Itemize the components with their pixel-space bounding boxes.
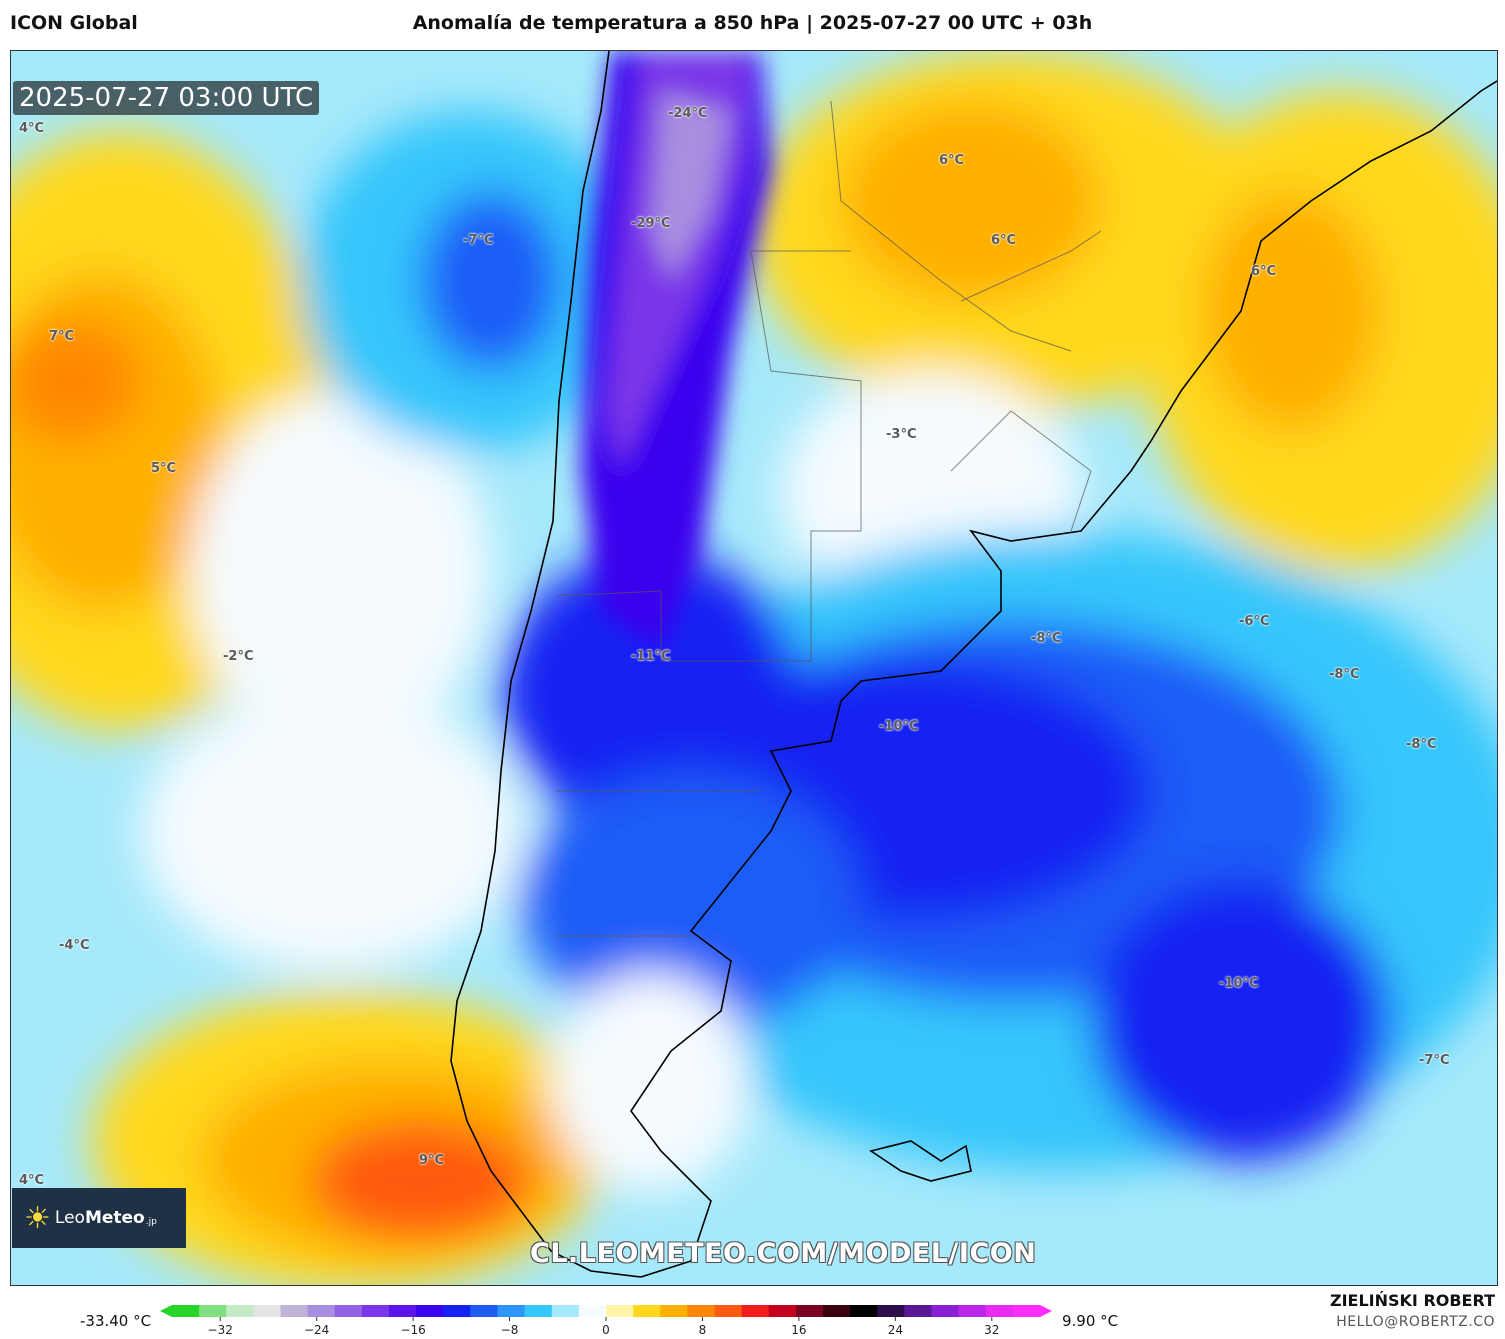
- colorbar-swatch: [768, 1305, 797, 1317]
- temp-label: 6°C: [1251, 264, 1277, 279]
- colorbar-swatch: [850, 1305, 878, 1317]
- temp-label: -7°C: [463, 233, 494, 248]
- colorbar: [160, 1305, 1052, 1321]
- temp-label: -2°C: [223, 649, 254, 664]
- temp-label: -4°C: [59, 938, 90, 953]
- colorbar-swatch: [823, 1305, 851, 1317]
- colorbar-swatch: [172, 1305, 200, 1317]
- temp-label: 6°C: [991, 233, 1017, 248]
- colorbar-min-label: -33.40 °C: [80, 1312, 152, 1330]
- colorbar-swatch: [741, 1305, 770, 1317]
- colorbar-swatch: [877, 1305, 905, 1317]
- temp-label: -11°C: [631, 649, 671, 664]
- logo-text: LeoMeteo: [54, 1208, 145, 1228]
- colorbar-tick-label: −24: [303, 1323, 330, 1337]
- colorbar-swatch: [389, 1305, 417, 1317]
- model-url-watermark: CL.LEOMETEO.COM/MODEL/ICON: [530, 1238, 1037, 1269]
- temp-label: -29°C: [631, 216, 671, 231]
- colorbar-swatch: [606, 1305, 634, 1317]
- colorbar-tick-label: −8: [500, 1323, 519, 1337]
- colorbar-max-label: 9.90 °C: [1062, 1312, 1119, 1330]
- colorbar-swatch: [633, 1305, 661, 1317]
- colorbar-swatch: [904, 1305, 932, 1317]
- colorbar-swatch: [1012, 1305, 1041, 1317]
- colorbar-swatch: [795, 1305, 824, 1317]
- colorbar-swatch: [714, 1305, 743, 1317]
- temp-label: -7°C: [1419, 1053, 1450, 1068]
- colorbar-swatch: [280, 1305, 309, 1317]
- colorbar-tick-label: −32: [207, 1323, 233, 1337]
- temperature-anomaly-map[interactable]: 2025-07-27 03:00 UTC 4°C -24°C 6°C -29°C…: [10, 50, 1498, 1286]
- colorbar-swatch: [361, 1305, 390, 1317]
- colorbar-swatch: [253, 1305, 281, 1317]
- colorbar-min-arrow: [160, 1305, 172, 1317]
- colorbar-swatch: [334, 1305, 363, 1317]
- temp-label: -6°C: [1239, 614, 1270, 629]
- temp-label: -8°C: [1406, 737, 1437, 752]
- logo-suffix: .jp: [145, 1217, 157, 1227]
- temp-label: -3°C: [886, 427, 917, 442]
- colorbar-swatch: [470, 1305, 498, 1317]
- temp-label: -8°C: [1031, 631, 1062, 646]
- colorbar-tick-label: 0: [602, 1323, 610, 1337]
- temp-label: -8°C: [1329, 667, 1360, 682]
- temp-label: -10°C: [1219, 976, 1259, 991]
- sun-icon: ☀: [24, 1200, 51, 1236]
- colorbar-swatch: [551, 1305, 580, 1317]
- colorbar-tick-label: 16: [791, 1323, 807, 1337]
- model-name: ICON Global: [10, 12, 138, 34]
- colorbar-swatch: [931, 1305, 960, 1317]
- colorbar-swatch: [524, 1305, 553, 1317]
- temp-label: -24°C: [668, 106, 708, 121]
- colorbar-swatch: [307, 1305, 336, 1317]
- colorbar-swatch: [958, 1305, 987, 1317]
- temp-label: 9°C: [419, 1153, 445, 1168]
- colorbar-swatch: [985, 1305, 1014, 1317]
- colorbar-swatch: [578, 1305, 607, 1317]
- chart-title: Anomalía de temperatura a 850 hPa | 2025…: [412, 12, 1093, 34]
- leometeo-logo[interactable]: ☀ LeoMeteo .jp: [12, 1188, 186, 1248]
- author-name: ZIELIŃSKI ROBERT: [1329, 1291, 1495, 1310]
- temp-label: -10°C: [879, 719, 919, 734]
- colorbar-tick-label: 24: [887, 1323, 903, 1337]
- author-email[interactable]: HELLO@ROBERTZ.CO: [1336, 1314, 1495, 1330]
- colorbar-tick-label: −16: [400, 1323, 426, 1337]
- colorbar-swatch: [497, 1305, 526, 1317]
- colorbar-swatch: [687, 1305, 715, 1317]
- colorbar-tick-label: 8: [698, 1323, 707, 1337]
- colorbar-max-arrow: [1040, 1305, 1052, 1317]
- temp-label: 4°C: [19, 1173, 45, 1188]
- temp-label: 6°C: [939, 153, 965, 168]
- colorbar-swatch: [416, 1305, 444, 1317]
- colorbar-swatch: [226, 1305, 254, 1317]
- temp-label: 7°C: [49, 329, 75, 344]
- colorbar-tick-label: 32: [984, 1323, 1000, 1337]
- temp-label: 5°C: [151, 461, 177, 476]
- temp-label: 4°C: [19, 121, 45, 136]
- colorbar-swatch: [443, 1305, 471, 1317]
- colorbar-swatch: [660, 1305, 688, 1317]
- colorbar-swatch: [199, 1305, 227, 1317]
- valid-time-label: 2025-07-27 03:00 UTC: [13, 81, 320, 115]
